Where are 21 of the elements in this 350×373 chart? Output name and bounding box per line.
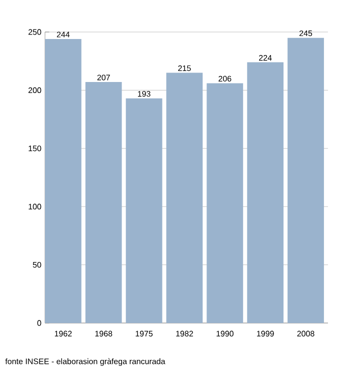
x-tick-label: 1982 bbox=[176, 330, 193, 336]
y-tick-label: 200 bbox=[28, 87, 42, 94]
x-tick-label: 2008 bbox=[297, 330, 314, 336]
y-tick-label: 150 bbox=[28, 146, 42, 152]
source-note: fonte INSEE - elaborasion gràfega rancurada bbox=[5, 358, 166, 366]
x-tick-label: 1975 bbox=[136, 330, 153, 336]
x-tick-label: 1999 bbox=[257, 330, 274, 336]
data-label: 206 bbox=[218, 76, 232, 82]
data-label: 224 bbox=[259, 54, 272, 61]
y-tick-label: 0 bbox=[37, 320, 42, 326]
y-tick-label: 250 bbox=[28, 29, 42, 35]
data-label: 245 bbox=[299, 30, 312, 36]
data-label: 244 bbox=[56, 32, 70, 38]
x-tick-label: 1968 bbox=[95, 330, 112, 336]
data-label: 193 bbox=[138, 90, 150, 97]
y-tick-label: 100 bbox=[28, 204, 42, 210]
data-label: 207 bbox=[97, 74, 110, 80]
x-tick-label: 1990 bbox=[216, 330, 234, 336]
y-tick-label: 50 bbox=[32, 262, 42, 268]
x-tick-label: 1962 bbox=[54, 330, 72, 336]
data-label: 215 bbox=[178, 65, 191, 72]
